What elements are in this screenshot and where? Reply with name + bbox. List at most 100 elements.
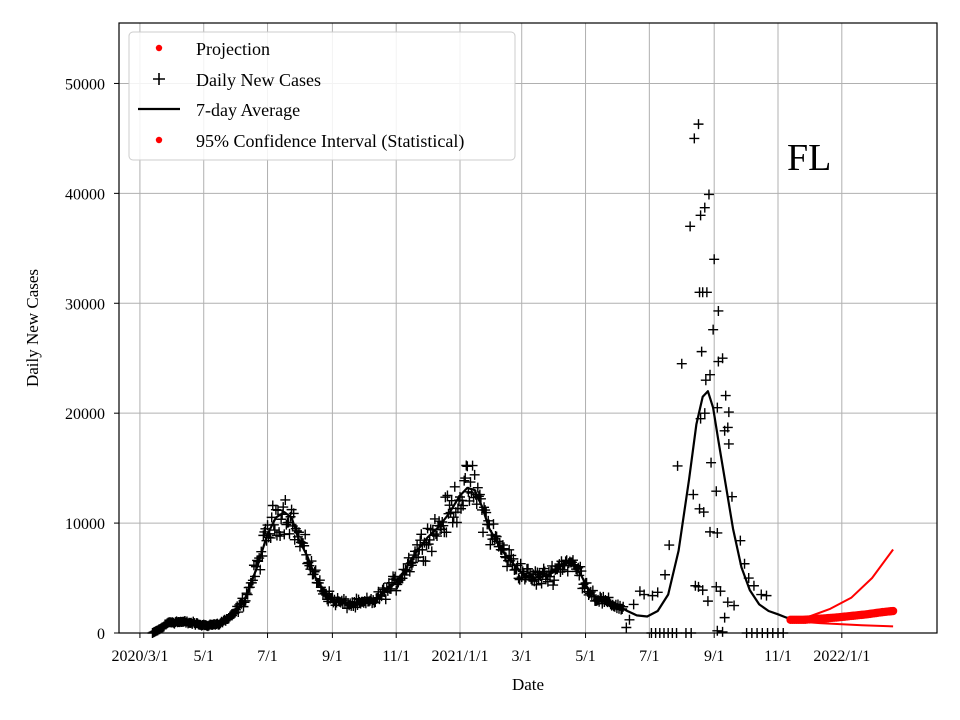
daily-new-cases-point xyxy=(699,408,710,419)
legend: Projection Daily New Cases 7-day Average… xyxy=(128,31,516,161)
daily-new-cases-point xyxy=(756,589,767,600)
daily-new-cases-point xyxy=(278,502,289,513)
daily-new-cases-point xyxy=(715,586,726,597)
daily-new-cases-point xyxy=(413,552,424,563)
daily-new-cases-point xyxy=(284,528,295,539)
daily-new-cases-point xyxy=(280,494,291,505)
daily-new-cases-point xyxy=(324,586,335,597)
daily-new-cases-point xyxy=(664,540,675,551)
daily-new-cases-point xyxy=(458,500,469,511)
daily-new-cases-point xyxy=(478,527,489,538)
daily-new-cases-point xyxy=(621,622,632,633)
legend-marker-projection xyxy=(155,44,163,52)
daily-new-cases-point xyxy=(676,358,687,369)
daily-new-cases-point xyxy=(429,513,440,524)
daily-new-cases-point xyxy=(415,535,426,546)
daily-new-cases-point xyxy=(701,287,712,298)
daily-new-cases-point xyxy=(729,600,740,611)
daily-new-cases-point xyxy=(460,473,471,484)
daily-new-cases-point xyxy=(713,305,724,316)
region-label: FL xyxy=(787,137,831,179)
daily-new-cases-point xyxy=(575,561,586,572)
x-tick-label: 2022/1/1 xyxy=(813,648,870,665)
daily-new-cases-point xyxy=(451,517,462,528)
daily-new-cases-point xyxy=(688,489,699,500)
daily-new-cases-point xyxy=(523,563,533,574)
daily-new-cases-point xyxy=(549,575,560,586)
daily-new-cases-point xyxy=(502,561,513,572)
x-axis-title: Date xyxy=(512,675,544,694)
daily-new-cases-point xyxy=(628,599,639,610)
daily-new-cases-point xyxy=(702,596,713,607)
daily-new-cases-point xyxy=(693,119,704,130)
daily-new-cases-point xyxy=(542,576,553,587)
daily-new-cases-point xyxy=(469,469,480,480)
daily-new-cases-point xyxy=(426,546,437,557)
daily-new-cases-point xyxy=(467,460,478,471)
daily-new-cases-point xyxy=(703,189,714,200)
legend-marker-confidence-interval xyxy=(155,136,163,144)
legend-label-confidence-interval: 95% Confidence Interval (Statistical) xyxy=(196,131,464,152)
daily-new-cases-point xyxy=(462,461,473,472)
daily-new-cases-point xyxy=(423,539,434,550)
daily-new-cases-point xyxy=(705,369,716,380)
daily-new-cases-point xyxy=(720,390,731,401)
x-tick-label: 5/1 xyxy=(194,648,214,665)
daily-new-cases-point xyxy=(557,564,568,575)
daily-new-cases-point xyxy=(404,566,415,577)
daily-new-cases-point xyxy=(515,558,526,569)
daily-new-cases-point xyxy=(660,569,671,580)
y-tick-label: 30000 xyxy=(65,296,105,313)
daily-new-cases-point xyxy=(696,346,707,357)
daily-new-cases-point xyxy=(272,505,283,516)
daily-new-cases-point xyxy=(709,254,720,265)
projection-series xyxy=(786,606,898,625)
daily-new-cases-point xyxy=(712,527,723,538)
daily-new-cases-point xyxy=(269,525,280,536)
x-tick-label: 9/1 xyxy=(704,648,724,665)
daily-new-cases-point xyxy=(689,133,700,144)
daily-new-cases-point xyxy=(348,601,359,612)
daily-new-cases-point xyxy=(647,590,658,601)
daily-new-cases-point xyxy=(722,597,733,608)
daily-new-cases-point xyxy=(719,612,730,623)
x-tick-label: 11/1 xyxy=(382,648,410,665)
x-tick-label: 2021/1/1 xyxy=(432,648,489,665)
y-tick-label: 50000 xyxy=(65,76,105,93)
seven-day-average-line xyxy=(151,390,794,634)
projection-point xyxy=(888,606,898,616)
y-tick-label: 40000 xyxy=(65,186,105,203)
daily-new-cases-point xyxy=(722,422,733,433)
daily-new-cases-point xyxy=(448,512,459,523)
legend-marker-daily-new-cases xyxy=(153,73,165,85)
daily-new-cases-point xyxy=(711,486,722,497)
x-tick-label: 3/1 xyxy=(511,648,531,665)
daily-new-cases-point xyxy=(708,324,719,335)
daily-new-cases-point xyxy=(531,579,542,590)
legend-box xyxy=(128,31,516,161)
daily-new-cases-point xyxy=(275,531,286,542)
daily-new-cases-point xyxy=(723,438,734,449)
axes-frame xyxy=(118,22,938,634)
daily-new-cases-point xyxy=(472,482,483,493)
daily-new-cases-point xyxy=(706,457,717,468)
legend-label-7-day-average: 7-day Average xyxy=(196,100,300,120)
daily-new-cases-point xyxy=(281,519,292,530)
daily-new-cases-point xyxy=(465,477,476,488)
daily-new-cases-point xyxy=(705,526,716,537)
daily-new-cases-point xyxy=(488,519,499,530)
daily-new-cases-point xyxy=(416,529,427,540)
daily-new-cases-point xyxy=(380,594,391,605)
daily-new-cases-point xyxy=(391,585,402,596)
daily-new-cases-point xyxy=(288,508,299,519)
daily-new-cases-point xyxy=(699,202,710,213)
daily-new-cases-point xyxy=(441,527,452,538)
legend-label-daily-new-cases: Daily New Cases xyxy=(196,70,321,90)
daily-new-cases-point xyxy=(459,475,470,486)
daily-new-cases-point xyxy=(697,585,708,596)
daily-new-cases-point xyxy=(276,514,287,525)
daily-new-cases-point xyxy=(300,529,311,540)
y-tick-label: 0 xyxy=(97,626,105,643)
daily-new-cases-point xyxy=(695,210,706,221)
